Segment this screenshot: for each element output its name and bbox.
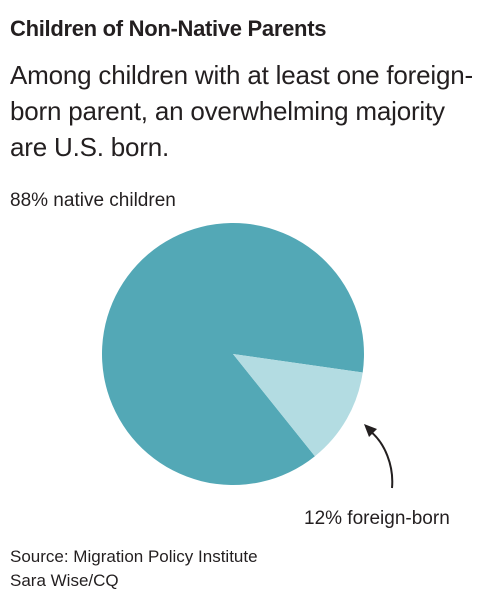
source-text: Source: Migration Policy Institute [10, 547, 258, 566]
chart-subtitle: Among children with at least one foreign… [10, 60, 473, 162]
callout-arrow-line [369, 430, 394, 489]
chart-title: Children of Non-Native Parents [10, 16, 327, 41]
source-note: Source: Migration Policy Institute Sara … [10, 545, 258, 593]
pie-slice-foreign [233, 354, 363, 457]
pie-slices [101, 223, 364, 486]
slice-label-native: 88% native children [10, 190, 176, 211]
credit-text: Sara Wise/CQ [10, 571, 119, 590]
callout-arrow-head [364, 424, 377, 437]
slice-label-foreign: 12% foreign-born [304, 508, 450, 529]
pie-slice-native [101, 223, 364, 486]
